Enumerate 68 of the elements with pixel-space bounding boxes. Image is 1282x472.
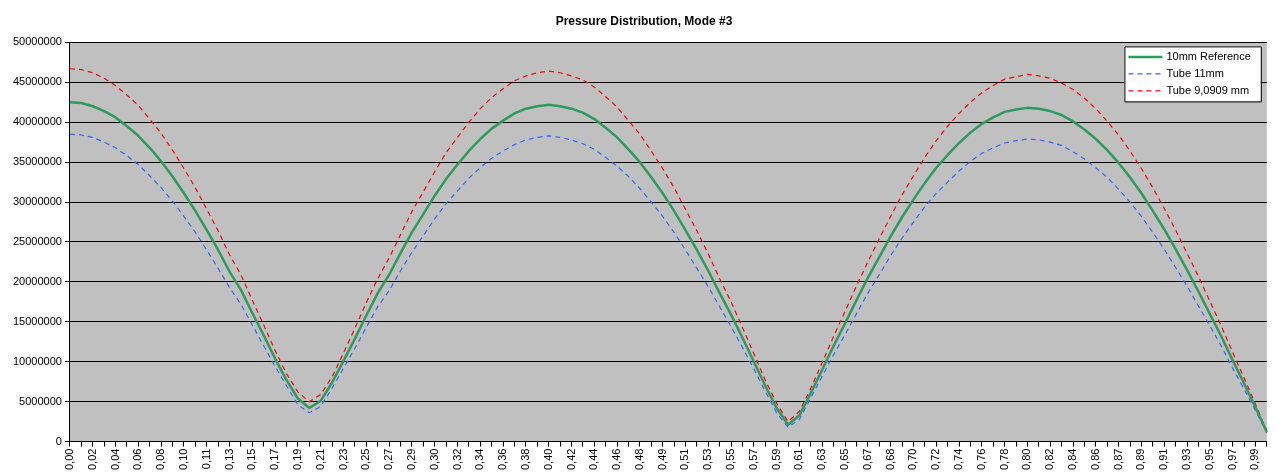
x-tick-label: 0,48 [632,448,645,471]
x-tick-label: 0,76 [974,448,987,471]
x-tick-label: 0,59 [769,448,782,471]
x-tick-label: 0,61 [792,448,805,471]
x-tick-label: 0,10 [176,448,189,471]
x-tick-label: 0,08 [154,448,167,471]
x-tick-label: 0,51 [678,448,691,471]
x-tick-label: 0,84 [1066,448,1079,471]
x-tick-label: 0,53 [701,448,714,471]
x-tick-label: 0,04 [108,448,121,471]
x-tick-label: 0,82 [1043,448,1056,471]
x-tick-label: 0,34 [473,448,486,471]
x-tick-label: 0,99 [1248,448,1261,471]
y-tick-label: 25000000 [12,235,62,248]
y-tick-label: 15000000 [12,314,62,327]
x-tick-label: 0,91 [1157,448,1170,471]
y-tick-label: 10000000 [12,354,62,367]
legend-label: Tube 11mm [1166,66,1224,79]
y-tick-label: 35000000 [12,155,62,168]
x-tick-label: 0,17 [268,448,281,471]
x-tick-label: 0,11 [199,448,212,470]
x-tick-label: 0,89 [1134,448,1147,471]
legend-label: 10mm Reference [1166,49,1251,62]
chart-title: Pressure Distribution, Mode #3 [555,13,733,28]
x-tick-label: 0,67 [860,448,873,471]
y-tick-label: 40000000 [12,115,62,128]
y-tick-label: 0 [55,434,62,447]
x-tick-label: 0,32 [450,448,463,471]
x-tick-label: 0,38 [518,448,531,471]
x-tick-label: 0,02 [85,448,98,471]
x-tick-label: 0,95 [1202,448,1215,471]
x-tick-label: 0,55 [724,448,737,471]
x-tick-label: 0,68 [883,448,896,471]
x-tick-label: 0,65 [838,448,851,471]
x-tick-label: 0,29 [404,448,417,471]
x-tick-label: 0,44 [587,448,600,471]
x-tick-label: 0,42 [564,448,577,471]
x-tick-label: 0,74 [952,448,965,471]
x-tick-label: 0,78 [997,448,1010,471]
x-tick-label: 0,93 [1180,448,1193,471]
x-tick-label: 0,27 [382,448,395,471]
x-tick-label: 0,36 [496,448,509,471]
y-tick-label: 50000000 [12,35,62,48]
x-tick-label: 0,80 [1020,448,1033,471]
x-tick-label: 0,49 [655,448,668,471]
x-tick-label: 0,21 [313,448,326,471]
x-tick-label: 0,06 [131,448,144,471]
x-tick-label: 0,63 [815,448,828,471]
x-tick-label: 0,46 [610,448,623,471]
x-tick-label: 0,25 [359,448,372,471]
x-tick-label: 0,97 [1225,448,1238,471]
x-tick-label: 0,15 [245,448,258,471]
x-tick-label: 0,30 [427,448,440,471]
x-tick-label: 0,87 [1111,448,1124,471]
x-tick-label: 0,13 [222,448,235,471]
x-tick-label: 0,40 [541,448,554,471]
x-tick-label: 0,23 [336,448,349,471]
x-tick-label: 0,70 [906,448,919,471]
x-tick-label: 0,00 [62,448,75,471]
y-tick-label: 5000000 [19,394,62,407]
y-tick-label: 20000000 [12,274,62,287]
x-tick-label: 0,19 [290,448,303,471]
y-tick-label: 45000000 [12,75,62,88]
x-tick-label: 0,72 [929,448,942,471]
x-tick-label: 0,57 [746,448,759,471]
y-tick-label: 30000000 [12,195,62,208]
legend-label: Tube 9,0909 mm [1166,83,1250,96]
x-tick-label: 0,86 [1088,448,1101,471]
